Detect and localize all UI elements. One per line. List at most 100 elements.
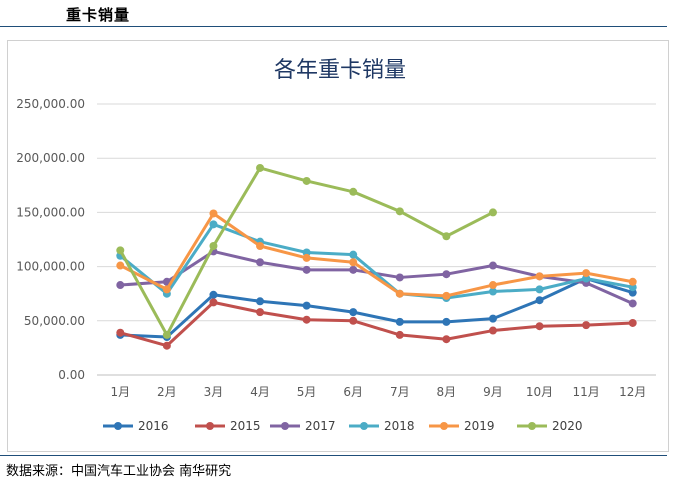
data-point xyxy=(349,187,358,196)
data-point xyxy=(395,330,404,339)
data-point xyxy=(488,326,497,335)
data-point xyxy=(535,296,544,305)
data-point xyxy=(442,335,451,344)
data-point xyxy=(256,297,265,306)
legend-swatch-marker xyxy=(281,422,289,430)
legend-item: 2017 xyxy=(270,419,336,433)
x-tick-label: 8月 xyxy=(437,385,457,399)
bottom-divider xyxy=(0,455,667,456)
data-point xyxy=(209,290,218,299)
data-point xyxy=(256,258,265,267)
data-point xyxy=(628,318,637,327)
legend-label: 2020 xyxy=(552,419,583,433)
x-tick-label: 2月 xyxy=(157,385,177,399)
data-point xyxy=(302,253,311,262)
y-tick-label: 50,000.00 xyxy=(24,314,85,328)
data-point xyxy=(349,316,358,325)
data-point xyxy=(209,242,218,251)
legend-item: 2016 xyxy=(103,419,169,433)
y-tick-label: 150,000.00 xyxy=(16,205,85,219)
data-point xyxy=(116,328,125,337)
series-lines xyxy=(116,163,637,350)
data-point xyxy=(256,308,265,317)
data-point xyxy=(116,281,125,290)
data-point xyxy=(488,281,497,290)
legend-label: 2017 xyxy=(305,419,336,433)
data-point xyxy=(442,232,451,241)
legend: 2016 2015 2017 2018 2019 2020 xyxy=(103,419,583,433)
data-point xyxy=(582,321,591,330)
legend-swatch-marker xyxy=(440,422,448,430)
legend-swatch-marker xyxy=(528,422,536,430)
data-point xyxy=(302,315,311,324)
data-point xyxy=(302,176,311,185)
data-point xyxy=(349,265,358,274)
legend-swatch-marker xyxy=(360,422,368,430)
y-tick-label: 250,000.00 xyxy=(16,97,85,111)
data-point xyxy=(349,308,358,317)
legend-item: 2019 xyxy=(429,419,495,433)
y-axis-ticks: 0.00 50,000.00 100,000.00 150,000.00 200,000… xyxy=(16,97,85,382)
data-point xyxy=(395,273,404,282)
legend-label: 2019 xyxy=(464,419,495,433)
series-2019 xyxy=(116,209,637,300)
x-tick-label: 3月 xyxy=(204,385,224,399)
data-point xyxy=(488,261,497,270)
legend-swatch-marker xyxy=(114,422,122,430)
legend-label: 2018 xyxy=(384,419,415,433)
data-point xyxy=(162,330,171,339)
legend-swatch-marker xyxy=(206,422,214,430)
data-point xyxy=(442,317,451,326)
source-note: 数据来源：中国汽车工业协会 南华研究 xyxy=(6,464,232,479)
data-point xyxy=(488,287,497,296)
data-point xyxy=(162,341,171,350)
x-tick-label: 7月 xyxy=(390,385,410,399)
x-tick-label: 9月 xyxy=(483,385,503,399)
data-point xyxy=(628,299,637,308)
data-point xyxy=(395,289,404,298)
x-tick-label: 12月 xyxy=(619,385,646,399)
series-line xyxy=(118,300,635,348)
data-point xyxy=(488,208,497,217)
data-point xyxy=(302,265,311,274)
data-point xyxy=(116,246,125,255)
series-2015 xyxy=(116,298,637,350)
x-tick-label: 5月 xyxy=(297,385,317,399)
gridlines xyxy=(97,103,656,376)
legend-label: 2015 xyxy=(230,419,261,433)
data-point xyxy=(302,301,311,310)
top-divider xyxy=(0,26,667,27)
data-point xyxy=(442,291,451,300)
legend-item: 2018 xyxy=(349,419,415,433)
data-point xyxy=(116,261,125,270)
data-point xyxy=(582,269,591,278)
legend-item: 2015 xyxy=(195,419,261,433)
chart-frame xyxy=(7,40,669,452)
legend-label: 2016 xyxy=(138,419,169,433)
x-tick-label: 11月 xyxy=(572,385,599,399)
x-axis-ticks: 1月 2月 3月 4月 5月 6月 7月 8月 9月 10月 11月 12月 xyxy=(110,385,646,399)
data-point xyxy=(349,250,358,259)
data-point xyxy=(535,272,544,281)
data-point xyxy=(209,209,218,218)
data-point xyxy=(628,277,637,286)
y-tick-label: 200,000.00 xyxy=(16,151,85,165)
data-point xyxy=(162,285,171,294)
x-tick-label: 10月 xyxy=(526,385,553,399)
series-2020 xyxy=(116,163,497,339)
data-point xyxy=(442,270,451,279)
data-point xyxy=(488,314,497,323)
x-tick-label: 6月 xyxy=(343,385,363,399)
data-point xyxy=(395,207,404,216)
series-line xyxy=(118,277,635,339)
y-tick-label: 100,000.00 xyxy=(16,260,85,274)
data-point xyxy=(535,322,544,331)
data-point xyxy=(395,317,404,326)
y-tick-label: 0.00 xyxy=(58,368,85,382)
data-point xyxy=(209,298,218,307)
legend-item: 2020 xyxy=(517,419,583,433)
series-line xyxy=(118,222,635,300)
chart-title: 各年重卡销量 xyxy=(274,58,406,83)
page-heading: 重卡销量 xyxy=(66,6,131,24)
